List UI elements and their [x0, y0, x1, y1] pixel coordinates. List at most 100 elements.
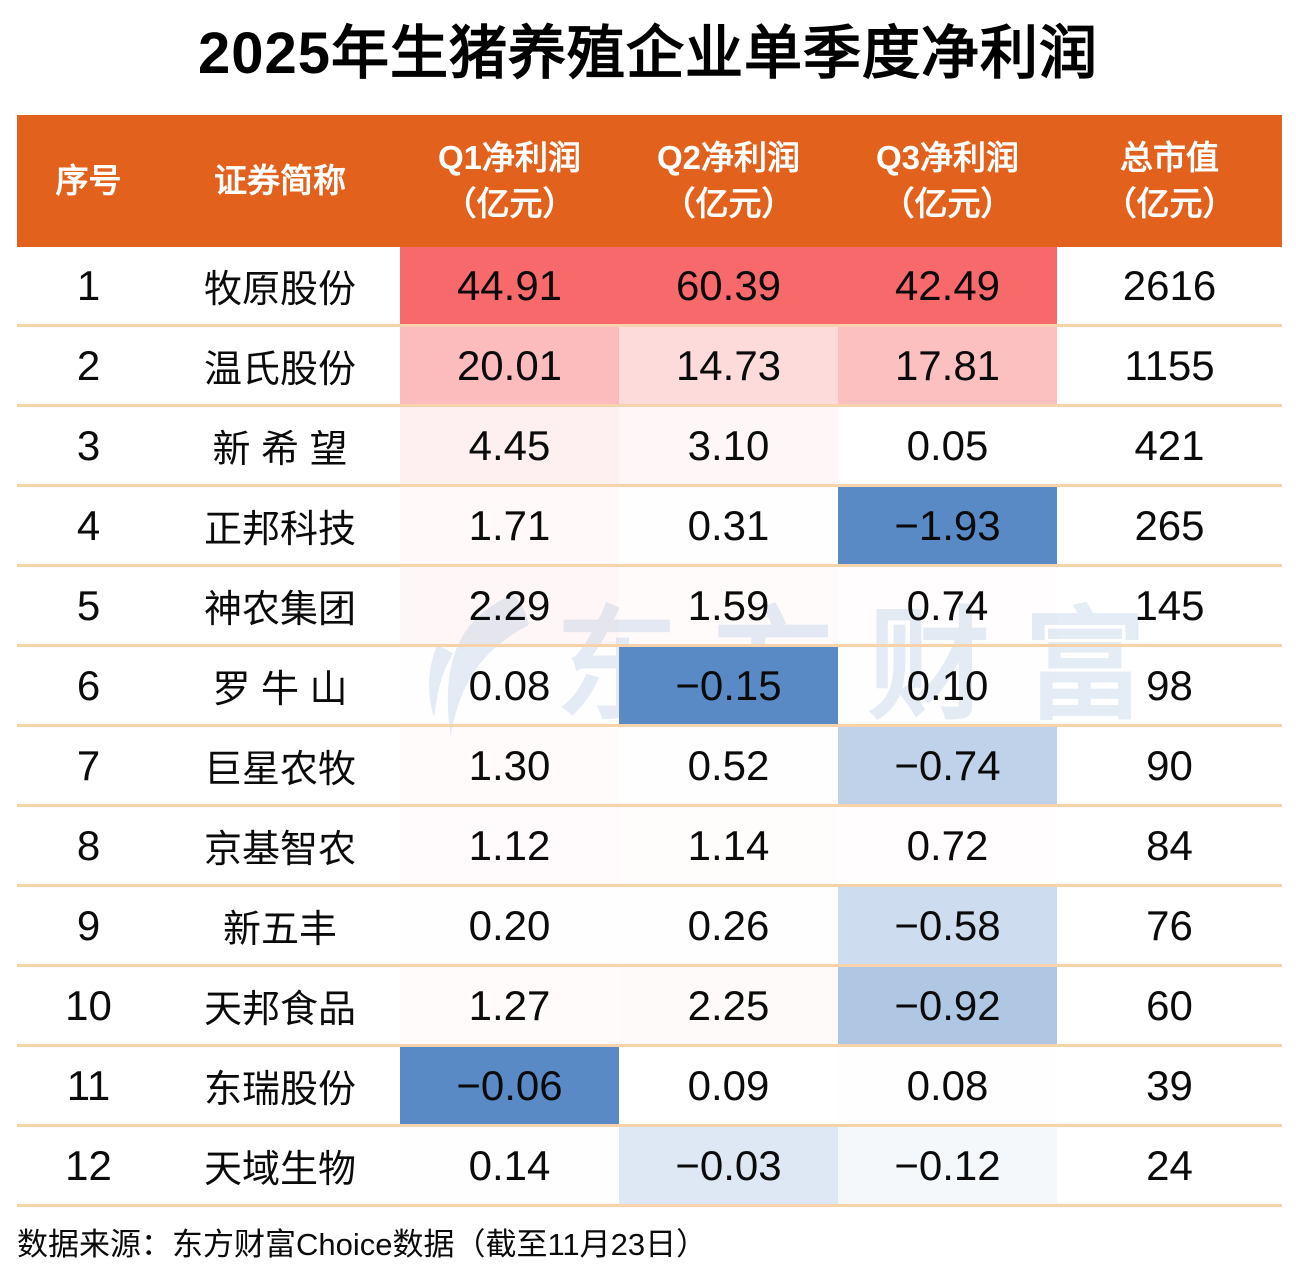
cell-q1: 0.20	[468, 901, 551, 949]
cell-q1: 20.01	[400, 327, 619, 404]
cell-cap: 24	[1146, 1141, 1193, 1189]
cell-q2: 0.31	[687, 501, 770, 549]
cell-q3: 42.49	[838, 247, 1057, 324]
cell-q1: 1.30	[400, 727, 619, 804]
column-header-unit: （亿元）	[881, 185, 1014, 222]
column-header-label: 序号	[55, 162, 122, 199]
cell-index: 6	[76, 661, 101, 709]
cell-index: 5	[76, 581, 101, 629]
column-header-label: Q2净利润	[656, 139, 801, 176]
cell-name: 正邦科技	[203, 509, 356, 551]
cell-index: 3	[76, 421, 101, 469]
cell-cap: 76	[1146, 901, 1193, 949]
cell-q2: 0.26	[687, 901, 770, 949]
cell-name: 天邦食品	[203, 989, 356, 1031]
column-header-q3: Q3净利润 （亿元）	[838, 115, 1057, 247]
cell-cap: 1155	[1124, 341, 1215, 389]
cell-q2: 2.25	[619, 967, 838, 1044]
table-row: 10 天邦食品 1.27 2.25 −0.92 60	[17, 967, 1282, 1047]
column-header-label: Q1净利润	[437, 139, 582, 176]
cell-name: 神农集团	[203, 589, 356, 631]
cell-index: 11	[66, 1061, 111, 1109]
column-header-unit: （亿元）	[1103, 185, 1236, 222]
cell-q3: 0.05	[906, 421, 989, 469]
cell-name: 牧原股份	[203, 269, 356, 311]
column-header-q2: Q2净利润 （亿元）	[619, 115, 838, 247]
cell-cap: 60	[1146, 981, 1193, 1029]
cell-q3: 0.10	[906, 661, 989, 709]
column-header-q1: Q1净利润 （亿元）	[400, 115, 619, 247]
cell-name: 巨星农牧	[203, 749, 356, 791]
page-title: 2025年生猪养殖企业单季度净利润	[197, 21, 1099, 86]
cell-q1: 1.71	[400, 487, 619, 564]
cell-q3: −0.92	[838, 967, 1057, 1044]
cell-q2: −0.03	[619, 1127, 838, 1204]
table-row: 3 新 希 望 4.45 3.10 0.05 421	[17, 407, 1282, 487]
cell-q2: 3.10	[619, 407, 838, 484]
table-row: 6 罗 牛 山 0.08 −0.15 0.10 98	[17, 647, 1282, 727]
cell-q1: 0.08	[468, 661, 551, 709]
cell-name: 天域生物	[203, 1149, 356, 1191]
cell-index: 10	[65, 981, 112, 1029]
cell-cap: 39	[1146, 1061, 1193, 1109]
column-header-unit: （亿元）	[443, 185, 576, 222]
column-header-label: 总市值	[1120, 139, 1219, 176]
table-row: 11 东瑞股份 −0.06 0.09 0.08 39	[17, 1047, 1282, 1127]
cell-q2: 0.09	[687, 1061, 770, 1109]
cell-q1: 1.27	[400, 967, 619, 1044]
cell-q2: 14.73	[619, 327, 838, 404]
cell-index: 2	[76, 341, 101, 389]
table-body: 1 牧原股份 44.91 60.39 42.49 2616 2 温氏股份 20.01 14.73 1…	[17, 247, 1282, 1207]
column-header-label: Q3净利润	[875, 139, 1020, 176]
cell-index: 1	[76, 261, 101, 309]
cell-q3: −0.74	[838, 727, 1057, 804]
cell-q3: −0.12	[838, 1127, 1057, 1204]
cell-index: 9	[76, 901, 101, 949]
cell-index: 8	[76, 821, 101, 869]
column-header-cap: 总市值 （亿元）	[1057, 115, 1282, 247]
cell-name: 京基智农	[203, 829, 356, 871]
table-row: 5 神农集团 2.29 1.59 0.74 145	[17, 567, 1282, 647]
cell-q2: 1.59	[619, 567, 838, 644]
cell-q2: 60.39	[619, 247, 838, 324]
cell-cap: 421	[1134, 421, 1205, 469]
table-header-row: 序号 证券简称 Q1净利润 （亿元） Q2净利润 （亿元） Q3净利润 （亿元） 总市值 （亿元）	[17, 115, 1282, 247]
cell-cap: 98	[1146, 661, 1193, 709]
column-header-label: 证券简称	[214, 162, 346, 199]
cell-q2: 0.52	[687, 741, 770, 789]
cell-cap: 145	[1134, 581, 1205, 629]
cell-name: 新五丰	[222, 909, 337, 951]
cell-q3: 17.81	[838, 327, 1057, 404]
table-row: 1 牧原股份 44.91 60.39 42.49 2616	[17, 247, 1282, 327]
profit-table: 序号 证券简称 Q1净利润 （亿元） Q2净利润 （亿元） Q3净利润 （亿元） 总市值 （亿元）…	[17, 115, 1282, 1207]
table-row: 12 天域生物 0.14 −0.03 −0.12 24	[17, 1127, 1282, 1207]
data-source-note: 数据来源：东方财富Choice数据（截至11月23日）	[17, 1227, 708, 1262]
cell-q1: 2.29	[400, 567, 619, 644]
cell-cap: 90	[1146, 741, 1193, 789]
column-header-index: 序号	[17, 115, 160, 247]
table-row: 2 温氏股份 20.01 14.73 17.81 1155	[17, 327, 1282, 407]
cell-index: 4	[76, 501, 101, 549]
cell-q2: −0.15	[619, 647, 838, 724]
table-row: 7 巨星农牧 1.30 0.52 −0.74 90	[17, 727, 1282, 807]
cell-q3: 0.74	[906, 581, 989, 629]
cell-name: 温氏股份	[203, 349, 356, 391]
cell-cap: 84	[1146, 821, 1193, 869]
column-header-unit: （亿元）	[662, 185, 795, 222]
cell-cap: 265	[1134, 501, 1205, 549]
cell-q1: 0.14	[468, 1141, 551, 1189]
cell-name: 东瑞股份	[203, 1069, 356, 1111]
cell-q3: 0.72	[906, 821, 989, 869]
column-header-name: 证券简称	[160, 115, 400, 247]
cell-q1: −0.06	[400, 1047, 619, 1124]
table-row: 9 新五丰 0.20 0.26 −0.58 76	[17, 887, 1282, 967]
cell-q3: 0.08	[906, 1061, 989, 1109]
cell-q1: 44.91	[400, 247, 619, 324]
cell-q3: −1.93	[838, 487, 1057, 564]
cell-index: 12	[65, 1141, 112, 1189]
cell-q2: 1.14	[687, 821, 770, 869]
cell-cap: 2616	[1122, 261, 1217, 309]
table-row: 4 正邦科技 1.71 0.31 −1.93 265	[17, 487, 1282, 567]
cell-q1: 4.45	[400, 407, 619, 484]
cell-index: 7	[76, 741, 101, 789]
